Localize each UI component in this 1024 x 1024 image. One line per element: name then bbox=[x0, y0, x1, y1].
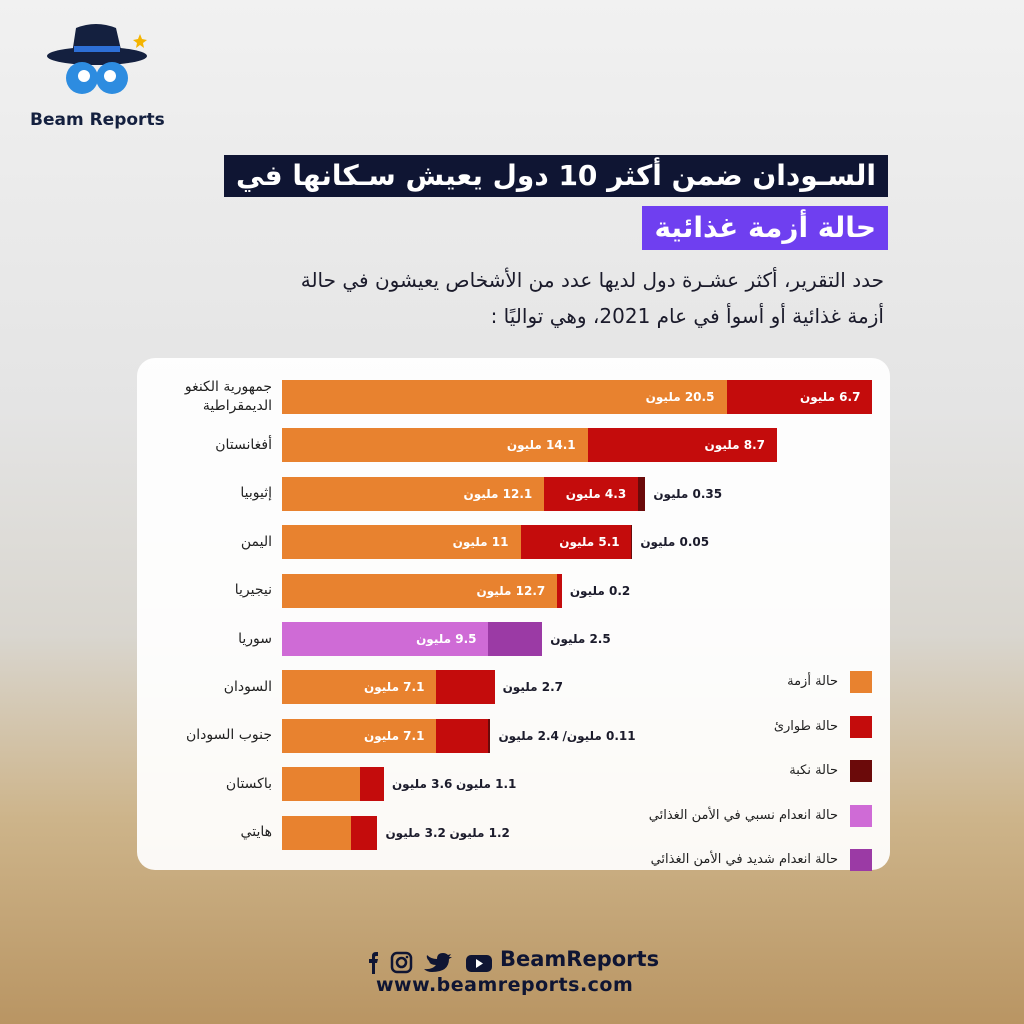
value-label: 20.5 مليون bbox=[645, 390, 715, 404]
legend-swatch bbox=[850, 849, 872, 871]
value-label: 0.05 مليون bbox=[640, 535, 710, 550]
bar-segment bbox=[637, 476, 646, 511]
legend-swatch bbox=[850, 804, 872, 827]
subtitle: حدد التقرير، أكثر عشـرة دول لديها عدد من… bbox=[300, 268, 884, 292]
value-label: 0.2 مليون bbox=[569, 583, 631, 598]
value-label: 8.7 مليون bbox=[704, 438, 765, 453]
bar-segment bbox=[282, 815, 352, 850]
category-label: هايتي bbox=[240, 824, 272, 841]
bar-segment bbox=[726, 380, 872, 414]
bar-segment bbox=[544, 476, 638, 511]
website: www.beamreports.com bbox=[376, 974, 634, 996]
category-label: سوريا bbox=[238, 630, 272, 647]
bar-segment bbox=[282, 718, 436, 753]
bar-segment bbox=[360, 767, 384, 802]
bar-segment bbox=[282, 525, 521, 560]
bar-segment bbox=[282, 428, 588, 463]
bar-segment bbox=[282, 476, 545, 511]
bar-segment bbox=[488, 622, 543, 656]
legend-label: حالة طوارئ bbox=[773, 718, 838, 734]
value-label: 1.1 مليون bbox=[455, 777, 517, 792]
value-label: 7.1 مليون bbox=[364, 728, 425, 743]
category-label: باكستان bbox=[225, 775, 272, 792]
value-label: 6.7 مليون bbox=[800, 390, 861, 404]
value-label: 11 مليون bbox=[452, 535, 509, 550]
category-label: السودان bbox=[223, 678, 272, 695]
value-label: 12.1 مليون bbox=[463, 486, 533, 501]
legend-swatch bbox=[850, 671, 872, 693]
value-label: 9.5 مليون bbox=[416, 632, 477, 646]
legend-label: حالة أزمة bbox=[787, 674, 838, 689]
category-label: نيجيريا bbox=[234, 582, 272, 599]
legend-swatch bbox=[850, 715, 872, 738]
bar-segment bbox=[557, 573, 562, 608]
bar-segment bbox=[282, 767, 361, 802]
category-label: اليمن bbox=[240, 533, 272, 550]
legend-label: حالة نكبة bbox=[789, 763, 838, 778]
bar-segment bbox=[351, 815, 378, 850]
legend-label: حالة انعدام نسبي في الأمن الغذائي bbox=[648, 807, 838, 823]
value-label: 2.4 مليون bbox=[498, 728, 559, 743]
legend-swatch bbox=[850, 760, 872, 782]
bar-segment bbox=[631, 525, 633, 560]
value-label: 5.1 مليون bbox=[559, 535, 620, 550]
title: السـودان ضمن أكثر 10 دول يعيش سـكانها في bbox=[223, 155, 888, 197]
category-label: أفغانستان bbox=[215, 436, 272, 453]
logo-text: Beam Reports bbox=[30, 110, 165, 130]
logo-icon bbox=[47, 24, 147, 94]
bar-segment bbox=[520, 525, 632, 560]
bar-segment bbox=[282, 622, 489, 656]
bar-segment bbox=[282, 670, 436, 705]
social-handle: BeamReports bbox=[500, 947, 660, 971]
value-label: 4.3 مليون bbox=[565, 486, 627, 501]
value-label: 2.7 مليون bbox=[502, 680, 563, 695]
bar-segment bbox=[587, 428, 777, 463]
bar-segment bbox=[436, 670, 495, 705]
subtitle: أزمة غذائية أو أسوأ في عام 2021، وهي توا… bbox=[490, 304, 884, 328]
category-label: جمهورية الكنغو الديمقراطية bbox=[184, 379, 272, 414]
social-icons bbox=[369, 951, 492, 974]
value-label: 0.35 مليون bbox=[653, 486, 723, 501]
value-label: 14.1 مليون bbox=[506, 438, 576, 453]
value-label: 0.11 مليون/ bbox=[562, 728, 636, 743]
value-label: 3.2 مليون bbox=[385, 825, 446, 840]
bar-segment bbox=[282, 573, 558, 608]
category-label: جنوب السودان bbox=[185, 727, 272, 744]
bar-segment bbox=[436, 718, 489, 753]
value-label: 7.1 مليون bbox=[364, 680, 425, 695]
value-label: 2.5 مليون bbox=[550, 632, 611, 646]
bar-segment bbox=[282, 380, 727, 414]
bar-segment bbox=[488, 718, 491, 753]
value-label: 1.2 مليون bbox=[449, 825, 510, 840]
title-highlight: حالة أزمة غذائية bbox=[642, 206, 888, 250]
value-label: 12.7 مليون bbox=[476, 583, 546, 598]
category-label: إثيوبيا bbox=[240, 485, 272, 502]
value-label: 3.6 مليون bbox=[391, 777, 453, 792]
legend-label: حالة انعدام شديد في الأمن الغذائي bbox=[650, 852, 838, 867]
